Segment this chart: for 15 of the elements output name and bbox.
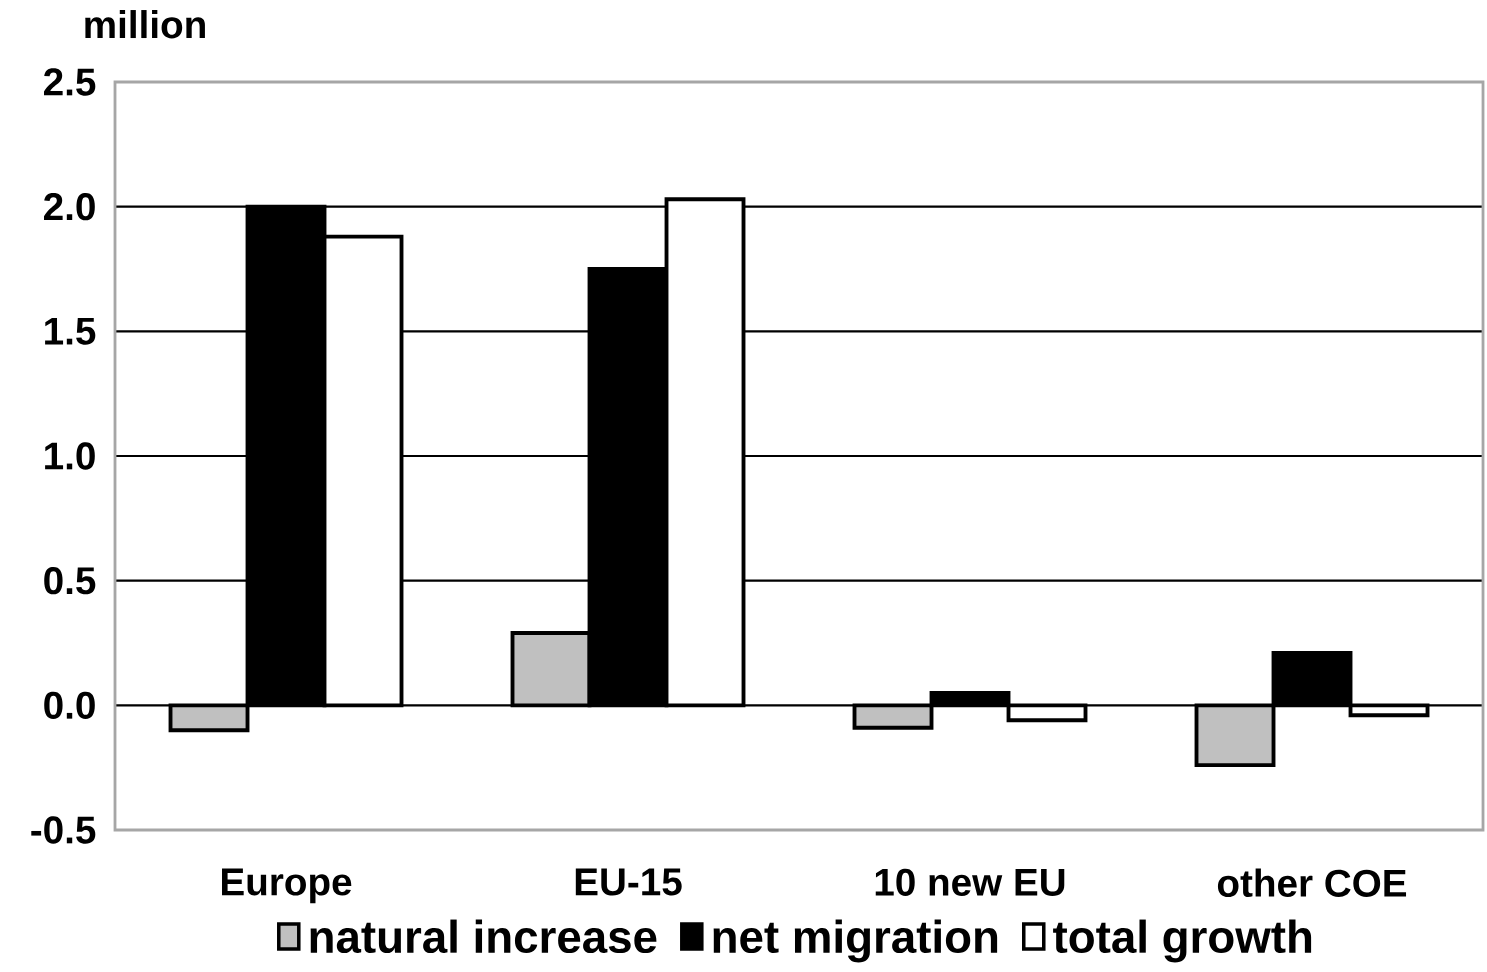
y-tick-label: 2.0 [44,193,95,221]
y-axis-title: million [85,10,205,39]
y-tick-label: 1.5 [45,317,96,345]
legend-label: natural increase [310,919,657,954]
y-tick-label: 1.0 [45,442,95,470]
x-tick-label: EU-15 [575,868,682,896]
y-tick-label: 2.5 [44,68,96,96]
x-tick-label: other COE [1217,868,1407,897]
y-tick-label: 0.0 [44,691,95,720]
y-tick-label: -0.5 [31,816,96,844]
y-tick-label: 0.5 [44,567,96,595]
legend-label: net migration [713,919,998,963]
legend-label: total growth [1053,919,1312,963]
x-tick-label: Europe [222,868,352,904]
x-tick-label: 10 new EU [875,868,1065,896]
